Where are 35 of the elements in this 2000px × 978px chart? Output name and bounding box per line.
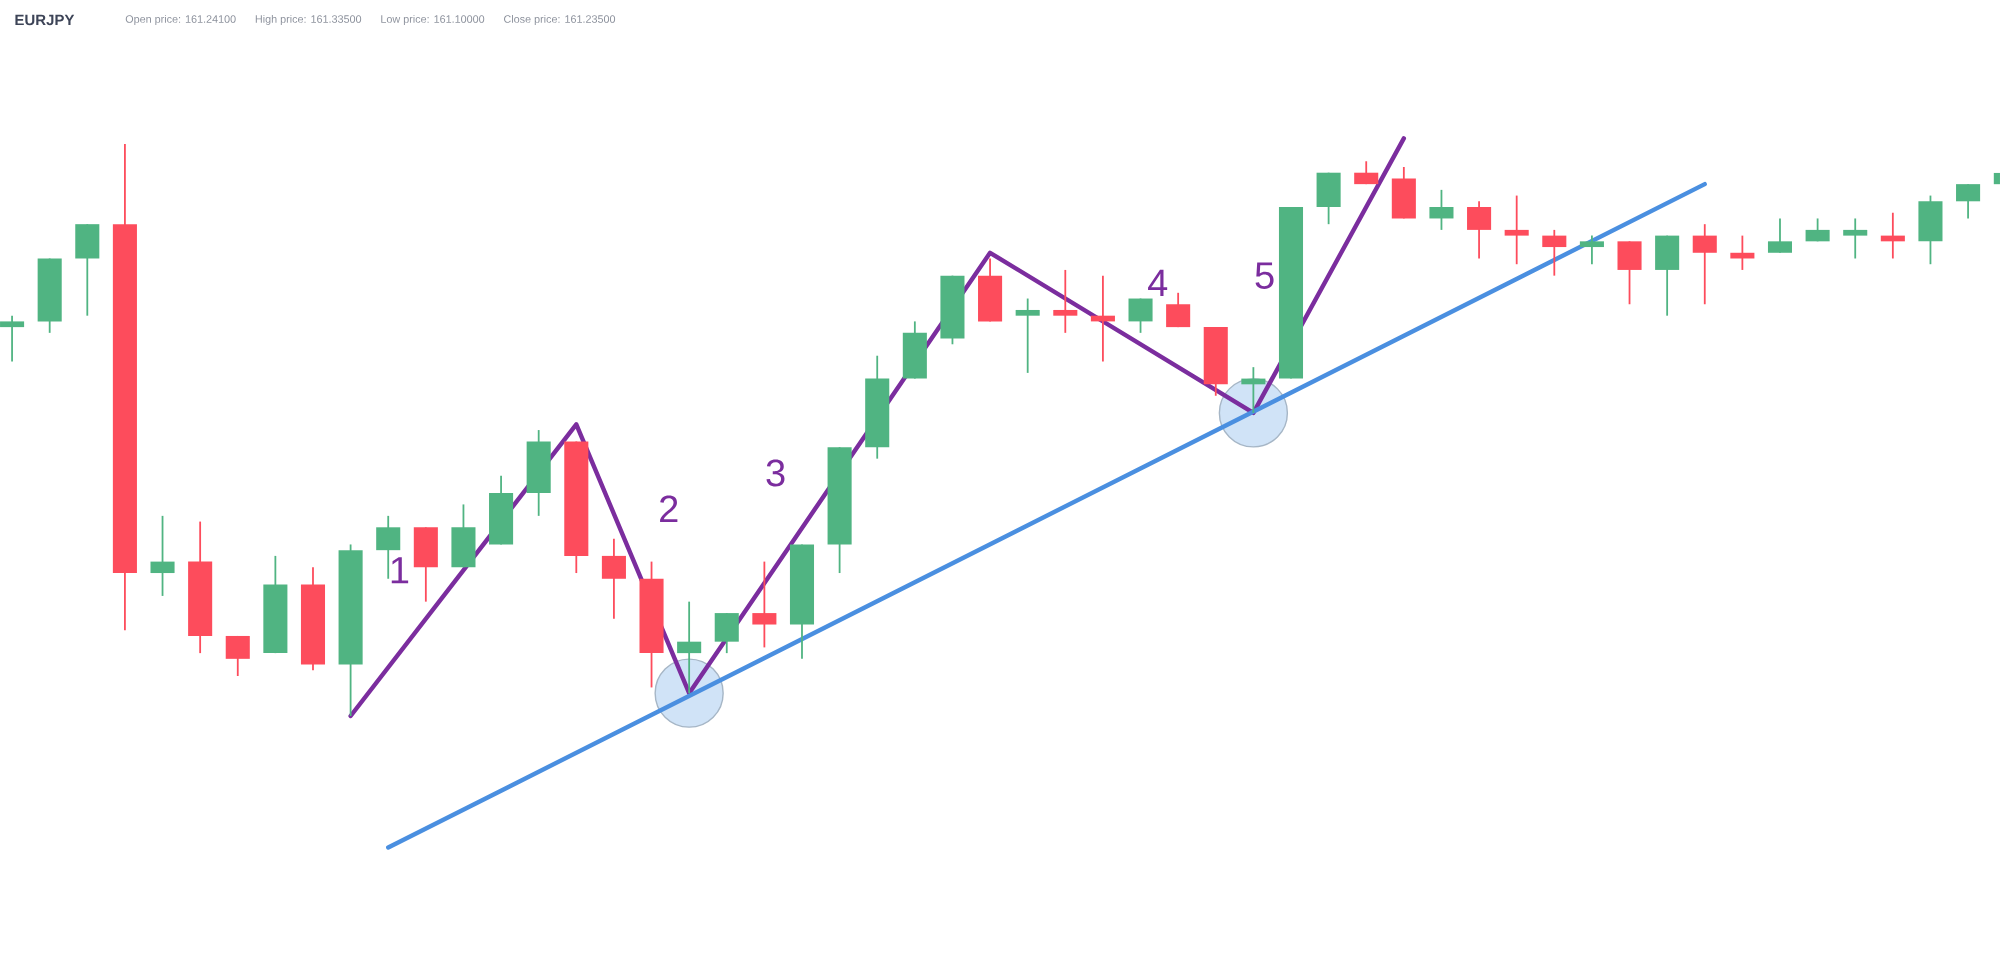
- candlestick: [1391, 166, 1416, 220]
- candlestick: [225, 635, 250, 677]
- candlestick: [1767, 217, 1793, 254]
- candlestick: [1053, 269, 1078, 334]
- candlestick: [1166, 291, 1191, 329]
- candlestick: [0, 314, 25, 363]
- candlestick: [1015, 297, 1040, 374]
- annotation: 2: [660, 495, 678, 523]
- candlestick: [1429, 188, 1454, 231]
- candlestick: [1692, 223, 1717, 306]
- candlestick: [752, 560, 777, 649]
- candlestick: [1504, 194, 1529, 266]
- candlestick: [1128, 297, 1153, 334]
- candlestick: [75, 223, 100, 317]
- candlestick: [1316, 171, 1341, 226]
- candlestick: [150, 514, 175, 597]
- candlestick: [451, 503, 476, 569]
- candlestick: [677, 600, 702, 695]
- candlestick: [1467, 200, 1492, 260]
- candlestick: [601, 537, 626, 620]
- candlestick: [1956, 183, 1981, 220]
- candlestick: [413, 526, 438, 603]
- candlestick: [1918, 194, 1943, 266]
- candlestick: [978, 257, 1003, 323]
- annotation: 3: [766, 459, 785, 487]
- candlestick: [714, 612, 739, 655]
- annotation: 4: [1148, 269, 1168, 296]
- candlestick: [1579, 234, 1604, 266]
- candlestick: [1617, 240, 1642, 306]
- candlestick: [1542, 228, 1567, 277]
- annotation: 5: [1255, 262, 1274, 289]
- candlestick: [1655, 234, 1680, 317]
- annotation: 1: [391, 557, 409, 584]
- candlestick: [1843, 217, 1868, 260]
- candlestick: [902, 320, 927, 380]
